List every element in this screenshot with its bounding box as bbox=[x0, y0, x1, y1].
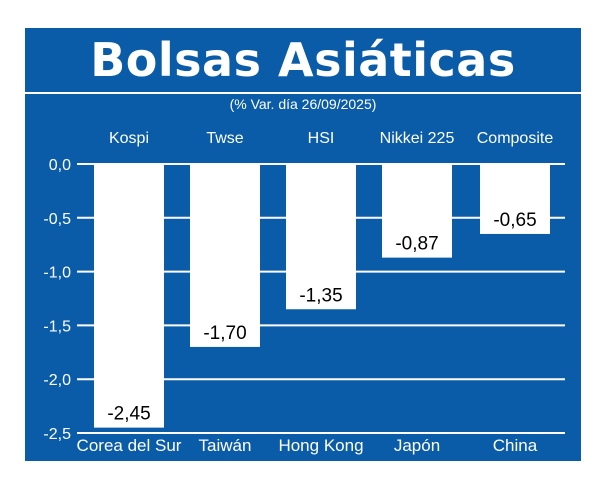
bar bbox=[382, 164, 452, 258]
index-label: Kospi bbox=[109, 130, 149, 147]
category-label: China bbox=[493, 436, 538, 455]
chart-panel: Bolsas Asiáticas (% Var. día 26/09/2025)… bbox=[25, 28, 581, 461]
bar bbox=[480, 164, 550, 234]
bar bbox=[286, 164, 356, 310]
category-label: Corea del Sur bbox=[77, 436, 182, 455]
bar bbox=[190, 164, 260, 347]
data-label: -2,45 bbox=[107, 404, 150, 425]
category-label: Japón bbox=[394, 436, 440, 455]
y-tick-label: -0,5 bbox=[43, 211, 71, 228]
data-label: -1,35 bbox=[299, 285, 342, 306]
y-tick-label: 0,0 bbox=[49, 157, 71, 174]
data-label: -0,65 bbox=[493, 210, 536, 231]
category-label: Hong Kong bbox=[278, 436, 363, 455]
data-label: -0,87 bbox=[395, 234, 438, 255]
index-label: HSI bbox=[308, 130, 335, 147]
y-tick-label: -2,0 bbox=[43, 372, 71, 389]
bar bbox=[94, 164, 164, 428]
category-label: Taiwán bbox=[199, 436, 252, 455]
y-tick-label: -2,5 bbox=[43, 426, 71, 443]
y-tick-label: -1,0 bbox=[43, 265, 71, 282]
index-label: Twse bbox=[206, 130, 243, 147]
index-label: Composite bbox=[477, 130, 554, 147]
bar-chart: 0,0 -0,5 -1,0 -1,5 -2,0 -2,5 -2,45 Kospi Corea d… bbox=[43, 130, 565, 455]
title-divider bbox=[25, 92, 581, 94]
chart-subtitle: (% Var. día 26/09/2025) bbox=[229, 96, 377, 112]
y-tick-label: -1,5 bbox=[43, 318, 71, 335]
data-label: -1,70 bbox=[203, 323, 246, 344]
index-label: Nikkei 225 bbox=[380, 130, 455, 147]
chart-title: Bolsas Asiáticas bbox=[90, 33, 516, 87]
